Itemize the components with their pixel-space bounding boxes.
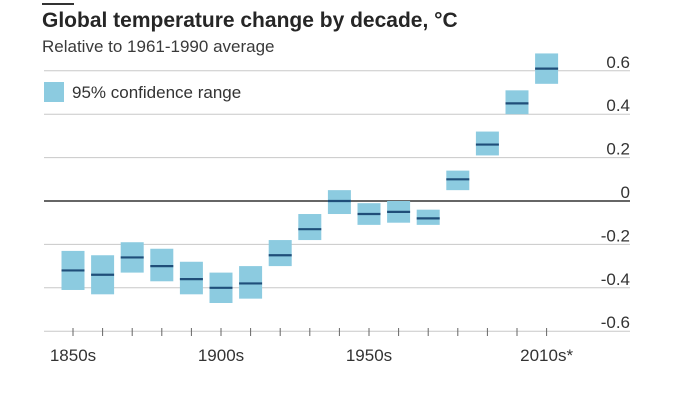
x-tick-label: 1850s [50,346,96,365]
legend: 95% confidence range [44,82,241,102]
y-axis-labels: 0.6 0.4 0.2 0 -0.2 -0.4 -0.6 [601,53,630,332]
x-tick-label: 1900s [198,346,244,365]
y-tick-label: -0.4 [601,270,630,289]
y-tick-label: 0.2 [606,140,630,159]
chart-subtitle: Relative to 1961-1990 average [42,37,275,56]
y-tick-label: -0.2 [601,226,630,245]
confidence-box [268,240,292,267]
y-tick-label: 0 [621,183,630,202]
y-tick-label: 0.6 [606,53,630,72]
legend-swatch [44,82,64,102]
y-tick-label: 0.4 [606,96,630,115]
chart-title: Global temperature change by decade, °C [42,9,458,32]
x-tick-label: 2010s* [520,346,573,365]
title-rule [42,3,74,5]
legend-label: 95% confidence range [72,83,241,102]
confidence-boxes [61,53,559,303]
confidence-box [298,214,322,241]
x-tick-label: 1950s [346,346,392,365]
y-tick-label: -0.6 [601,313,630,332]
x-axis-ticks: 1850s 1900s 1950s 2010s* [50,328,573,365]
grid-lines [44,70,630,332]
